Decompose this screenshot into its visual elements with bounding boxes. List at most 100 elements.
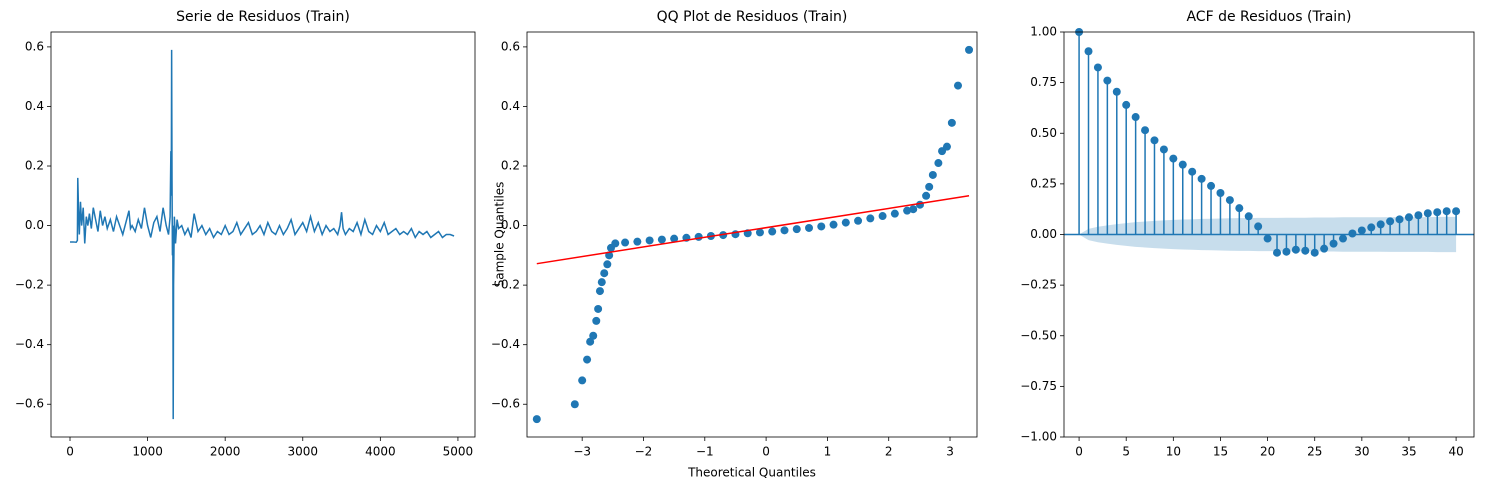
data-line [536,195,970,265]
stem-marker [1263,234,1272,243]
stem-marker [1159,145,1168,154]
x-tick-label: 5000 [443,445,474,459]
y-tick-label: 0.6 [501,39,520,53]
stem-marker [1452,207,1461,216]
stem-marker [1423,209,1432,218]
y-tick-label: −0.25 [1020,278,1057,292]
stem-marker [1310,248,1319,257]
y-tick-label: 0.4 [501,99,520,113]
axes-frame [526,31,978,438]
x-tick-label: 10 [1166,445,1181,459]
stem-marker [1414,211,1423,220]
stem-marker [1235,204,1244,213]
point [768,227,777,236]
y-tick-label: −0.4 [491,337,520,351]
plot-area [1064,28,1474,257]
point [657,235,666,244]
stem-marker [1141,126,1150,135]
y-tick-label: 0.0 [25,218,44,232]
x-tick-label: 15 [1213,445,1228,459]
point [965,45,974,54]
stem-marker [1404,213,1413,222]
stem-marker [1386,217,1395,226]
x-tick-label: 3000 [287,445,318,459]
point [755,228,764,237]
axes-frame [1063,31,1475,438]
y-tick-label: 0.4 [25,99,44,113]
stem-marker [1103,76,1112,85]
stem-marker [1169,154,1178,163]
x-tick-label: 20 [1260,445,1275,459]
x-axis-label: Theoretical Quantiles [687,466,816,480]
point [597,278,606,287]
stem-marker [1329,239,1338,248]
point [928,170,937,179]
point [922,191,931,200]
x-tick-label: 5 [1122,445,1130,459]
point [841,218,850,227]
point [909,205,918,214]
point [645,236,654,245]
point [603,260,612,269]
stem-marker [1112,87,1121,96]
point [878,212,887,221]
stem-marker [1442,207,1451,216]
point [934,159,943,168]
stem-marker [1131,113,1140,122]
y-tick-label: 0.25 [1030,176,1057,190]
point [600,269,609,278]
point [817,222,826,231]
point [586,337,595,346]
x-tick-label: 1000 [132,445,163,459]
stem-marker [1084,47,1093,56]
point [594,304,603,313]
x-tick-label: 1 [824,445,832,459]
stem-marker [1244,212,1253,221]
y-tick-label: 0.0 [501,218,520,232]
point [866,214,875,223]
point [829,220,838,229]
point [595,287,604,296]
y-tick-label: 0.6 [25,39,44,53]
x-tick-label: −3 [573,445,591,459]
chart-title: Serie de Residuos (Train) [176,9,350,25]
y-tick-label: 1.00 [1030,25,1057,39]
y-tick-label: −0.75 [1020,379,1057,393]
y-tick-label: −1.00 [1020,430,1057,444]
point [570,400,579,409]
point [915,200,924,209]
x-tick-label: 2000 [210,445,241,459]
point [903,206,912,215]
point [925,182,934,191]
point [953,81,962,90]
x-tick-label: 25 [1307,445,1322,459]
x-tick-label: 35 [1401,445,1416,459]
stem-marker [1395,215,1404,224]
stem-marker [1320,244,1329,253]
stem-marker [1357,226,1366,235]
stem-marker [1150,136,1159,145]
point [670,234,679,243]
data-line [70,49,455,420]
stem-marker [1367,223,1376,232]
chart-title: QQ Plot de Residuos (Train) [657,9,848,25]
stem-marker [1197,174,1206,183]
stem-marker [1338,234,1347,243]
y-tick-label: −0.2 [15,278,44,292]
stem-marker [1225,196,1234,205]
x-tick-label: −2 [635,445,653,459]
point [942,142,951,151]
stem-marker [1301,246,1310,255]
stem-marker [1348,229,1357,238]
stem-marker [1188,167,1197,176]
plot-area [532,45,974,424]
point [583,355,592,364]
x-tick-label: 30 [1354,445,1369,459]
point [578,376,587,385]
y-tick-label: −0.4 [15,337,44,351]
x-tick-label: −1 [696,445,714,459]
point [589,331,598,340]
y-tick-label: 0.50 [1030,126,1057,140]
x-tick-label: 0 [1075,445,1083,459]
